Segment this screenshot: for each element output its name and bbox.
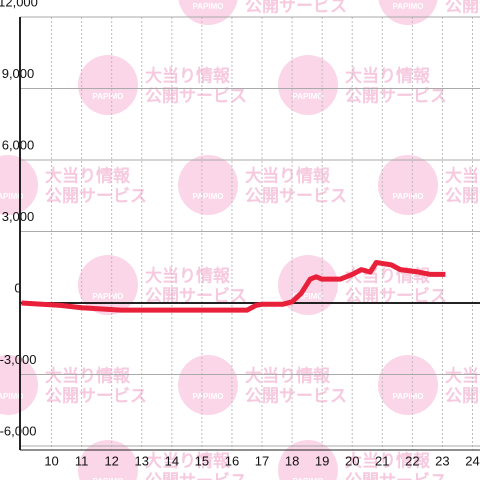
watermark-logo-text: PAPIMO (193, 2, 224, 11)
watermark-logo (378, 155, 438, 215)
y-tick-label: 9,000 (2, 66, 35, 81)
x-tick-label: 12 (104, 453, 118, 468)
watermark-text: 公開サービス (245, 386, 347, 405)
watermark-logo (178, 155, 238, 215)
y-tick-label: -6,000 (0, 423, 36, 438)
plot: 10 11 12 13 14 15 16 17 18 19 20 21 22 23 24 -6,000 -3,0… (0, 0, 480, 468)
watermark-text: 公開サービス (145, 286, 247, 305)
x-tick-label: 19 (315, 453, 329, 468)
data-line (21, 259, 446, 313)
watermark-text: 公開サービス (145, 86, 247, 105)
x-tick-label: 18 (285, 453, 299, 468)
watermark-logo (178, 355, 238, 415)
x-tick-label: 23 (435, 453, 449, 468)
watermark-text: 公開サービス (445, 186, 480, 205)
watermark-text: 公開サービス (445, 0, 480, 15)
watermark-logo-text: PAPIMO (393, 2, 424, 11)
y-tick-label: 0 (14, 280, 21, 295)
watermark-logo-text: PAPIMO (193, 192, 224, 201)
watermark-logo (0, 355, 38, 415)
watermark-logo-text: PAPIMO (293, 477, 324, 480)
watermark-logo (378, 355, 438, 415)
x-tick-label: 14 (165, 453, 179, 468)
watermark-text: 大当り情報 (345, 65, 431, 85)
watermark-logo (0, 155, 38, 215)
x-tick-label: 17 (255, 453, 269, 468)
watermark-logo-text: PAPIMO (293, 92, 324, 101)
watermark-text: 大当り情報 (445, 165, 480, 185)
watermark-logo-text: PAPIMO (393, 392, 424, 401)
watermark-logo-text: PAPIMO (393, 192, 424, 201)
x-tick-label: 16 (225, 453, 239, 468)
watermark-logo (278, 55, 338, 115)
watermark-text: 大当り情報 (245, 365, 331, 385)
watermark-text: 大当り情報 (345, 450, 431, 470)
watermark-logo (78, 55, 138, 115)
watermark-logo (178, 0, 238, 25)
x-tick-label: 15 (195, 453, 209, 468)
y-tick-label: 12,000 (0, 0, 38, 9)
watermark-logo (378, 0, 438, 25)
x-tick-label: 21 (375, 453, 389, 468)
watermark-text: 公開サービス (245, 186, 347, 205)
watermark-logo (78, 255, 138, 315)
watermark-text: 大当り情報 (145, 265, 231, 285)
watermark-text: 公開サービス (345, 471, 447, 480)
y-tick-label: 3,000 (2, 209, 35, 224)
x-tick-label: 22 (405, 453, 419, 468)
watermark-logo-text: PAPIMO (193, 392, 224, 401)
x-tick-label: 20 (345, 453, 359, 468)
watermark-text: 大当り情報 (145, 450, 231, 470)
y-tick-label: 6,000 (2, 137, 35, 152)
watermark-logo-text: PAPIMO (0, 392, 23, 401)
watermark-text: 大当り情報 (345, 265, 431, 285)
watermark-text: 大当り情報 (445, 365, 480, 385)
watermark-text: 公開サービス (345, 86, 447, 105)
watermark-text: 大当り情報 (45, 165, 131, 185)
watermark-logo-text: PAPIMO (293, 292, 324, 301)
watermark-logo-text: PAPIMO (93, 477, 124, 480)
watermark-text: 公開サービス (445, 386, 480, 405)
watermark-text: 公開サービス (45, 386, 147, 405)
watermark-logo-text: PAPIMO (93, 92, 124, 101)
watermark-text: 公開サービス (245, 0, 347, 15)
x-tick-label: 10 (44, 453, 58, 468)
watermark-text: 公開サービス (345, 286, 447, 305)
watermark-text: 大当り情報 (45, 365, 131, 385)
watermark-text: 大当り情報 (245, 165, 331, 185)
watermark-text: 公開サービス (145, 471, 247, 480)
watermark-logo-text: PAPIMO (0, 192, 23, 201)
y-tick-label: -3,000 (0, 352, 36, 367)
x-tick-label: 11 (75, 453, 89, 468)
x-tick-label: 13 (135, 453, 149, 468)
watermark-text: 公開サービス (45, 186, 147, 205)
watermark-text: 大当り情報 (145, 65, 231, 85)
watermark-logo-text: PAPIMO (93, 292, 124, 301)
x-tick-label: 24 (465, 453, 479, 468)
